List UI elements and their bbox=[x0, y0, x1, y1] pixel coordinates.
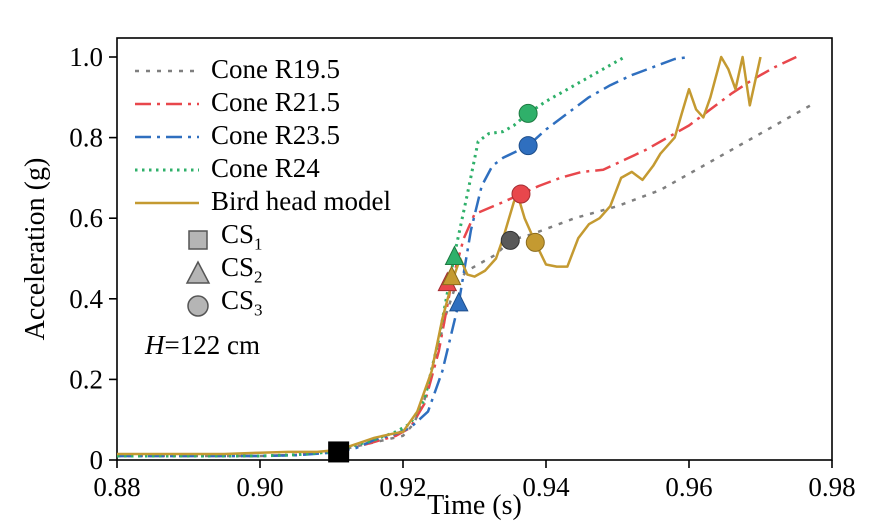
x-tick-label: 0.98 bbox=[808, 472, 855, 502]
marker-legend-item-cs1: CS1 bbox=[183, 219, 263, 256]
series-line-cone-r21-5 bbox=[117, 55, 797, 458]
triangle-marker-icon bbox=[183, 258, 215, 288]
triangle-legend-glyph bbox=[185, 259, 211, 284]
annotation-value: =122 cm bbox=[164, 330, 260, 360]
square-marker-icon bbox=[183, 225, 215, 255]
marker-legend-label: CS2 bbox=[221, 252, 263, 287]
legend-item-cone-r23-5: Cone R23.5 bbox=[133, 119, 391, 152]
triangle-marker-cs2 bbox=[448, 291, 469, 312]
series-line-cone-r19-5 bbox=[117, 104, 812, 458]
circle-legend-glyph bbox=[187, 294, 209, 317]
series-line-cone-r24 bbox=[117, 55, 626, 458]
y-tick-label: 0.4 bbox=[69, 284, 103, 314]
square-marker-cs1 bbox=[328, 441, 350, 463]
square-legend-glyph bbox=[188, 229, 208, 250]
marker-legend-label: CS1 bbox=[221, 219, 263, 254]
legend-label: Bird head model bbox=[211, 186, 391, 216]
drop-height-annotation: H=122 cm bbox=[145, 330, 260, 361]
circle-marker-cs3 bbox=[518, 103, 538, 123]
marker-legend-item-cs3: CS3 bbox=[183, 285, 263, 322]
triangle-marker-cs2 bbox=[444, 245, 465, 265]
dashdot-line-sample-icon bbox=[133, 89, 201, 117]
legend-label: Cone R19.5 bbox=[211, 54, 341, 84]
legend-label: Cone R23.5 bbox=[211, 120, 341, 150]
y-tick-label: 0.8 bbox=[69, 123, 103, 153]
legend-item-cone-r21-5: Cone R21.5 bbox=[133, 86, 391, 119]
x-tick-label: 0.94 bbox=[522, 472, 570, 502]
annotation-variable: H bbox=[145, 330, 165, 360]
x-tick-label: 0.90 bbox=[236, 472, 283, 502]
legend-item-cone-r19-5: Cone R19.5 bbox=[133, 53, 391, 86]
plot-frame bbox=[116, 37, 833, 461]
y-tick-label: 0 bbox=[90, 445, 104, 475]
triangle-marker-cs2 bbox=[441, 265, 462, 286]
marker-legend-label: CS3 bbox=[221, 285, 263, 320]
marker-legend-item-cs2: CS2 bbox=[183, 252, 263, 289]
circle-marker-cs3 bbox=[511, 184, 531, 204]
legend-item-cone-r24: Cone R24 bbox=[133, 152, 391, 185]
circle-marker-cs3 bbox=[525, 232, 545, 252]
dashdot-line-sample-icon bbox=[133, 122, 201, 150]
solid-line-sample-icon bbox=[133, 188, 201, 216]
y-tick-label: 0.6 bbox=[69, 203, 103, 233]
legend-label: Cone R24 bbox=[211, 153, 320, 183]
y-tick-label: 0.2 bbox=[69, 364, 103, 394]
legend-label: Cone R21.5 bbox=[211, 87, 341, 117]
y-tick-label: 1.0 bbox=[69, 42, 103, 72]
x-tick-label: 0.96 bbox=[665, 472, 712, 502]
circle-marker-cs3 bbox=[518, 136, 538, 156]
circle-marker-cs3 bbox=[500, 230, 520, 250]
y-axis-label: Acceleration (g) bbox=[20, 157, 51, 341]
dotted-line-sample-icon bbox=[133, 155, 201, 183]
dashed-line-sample-icon bbox=[133, 56, 201, 84]
x-axis-label: Time (s) bbox=[427, 490, 522, 521]
x-tick-label: 0.92 bbox=[379, 472, 426, 502]
legend-item-bird-head-model: Bird head model bbox=[133, 185, 391, 218]
series-legend: Cone R19.5 Cone R21.5 Cone R23.5 Cone R2… bbox=[133, 53, 391, 218]
marker-legend: CS1 CS2 CS3 bbox=[183, 219, 263, 322]
x-tick-label: 0.88 bbox=[93, 472, 140, 502]
circle-marker-icon bbox=[183, 291, 215, 321]
